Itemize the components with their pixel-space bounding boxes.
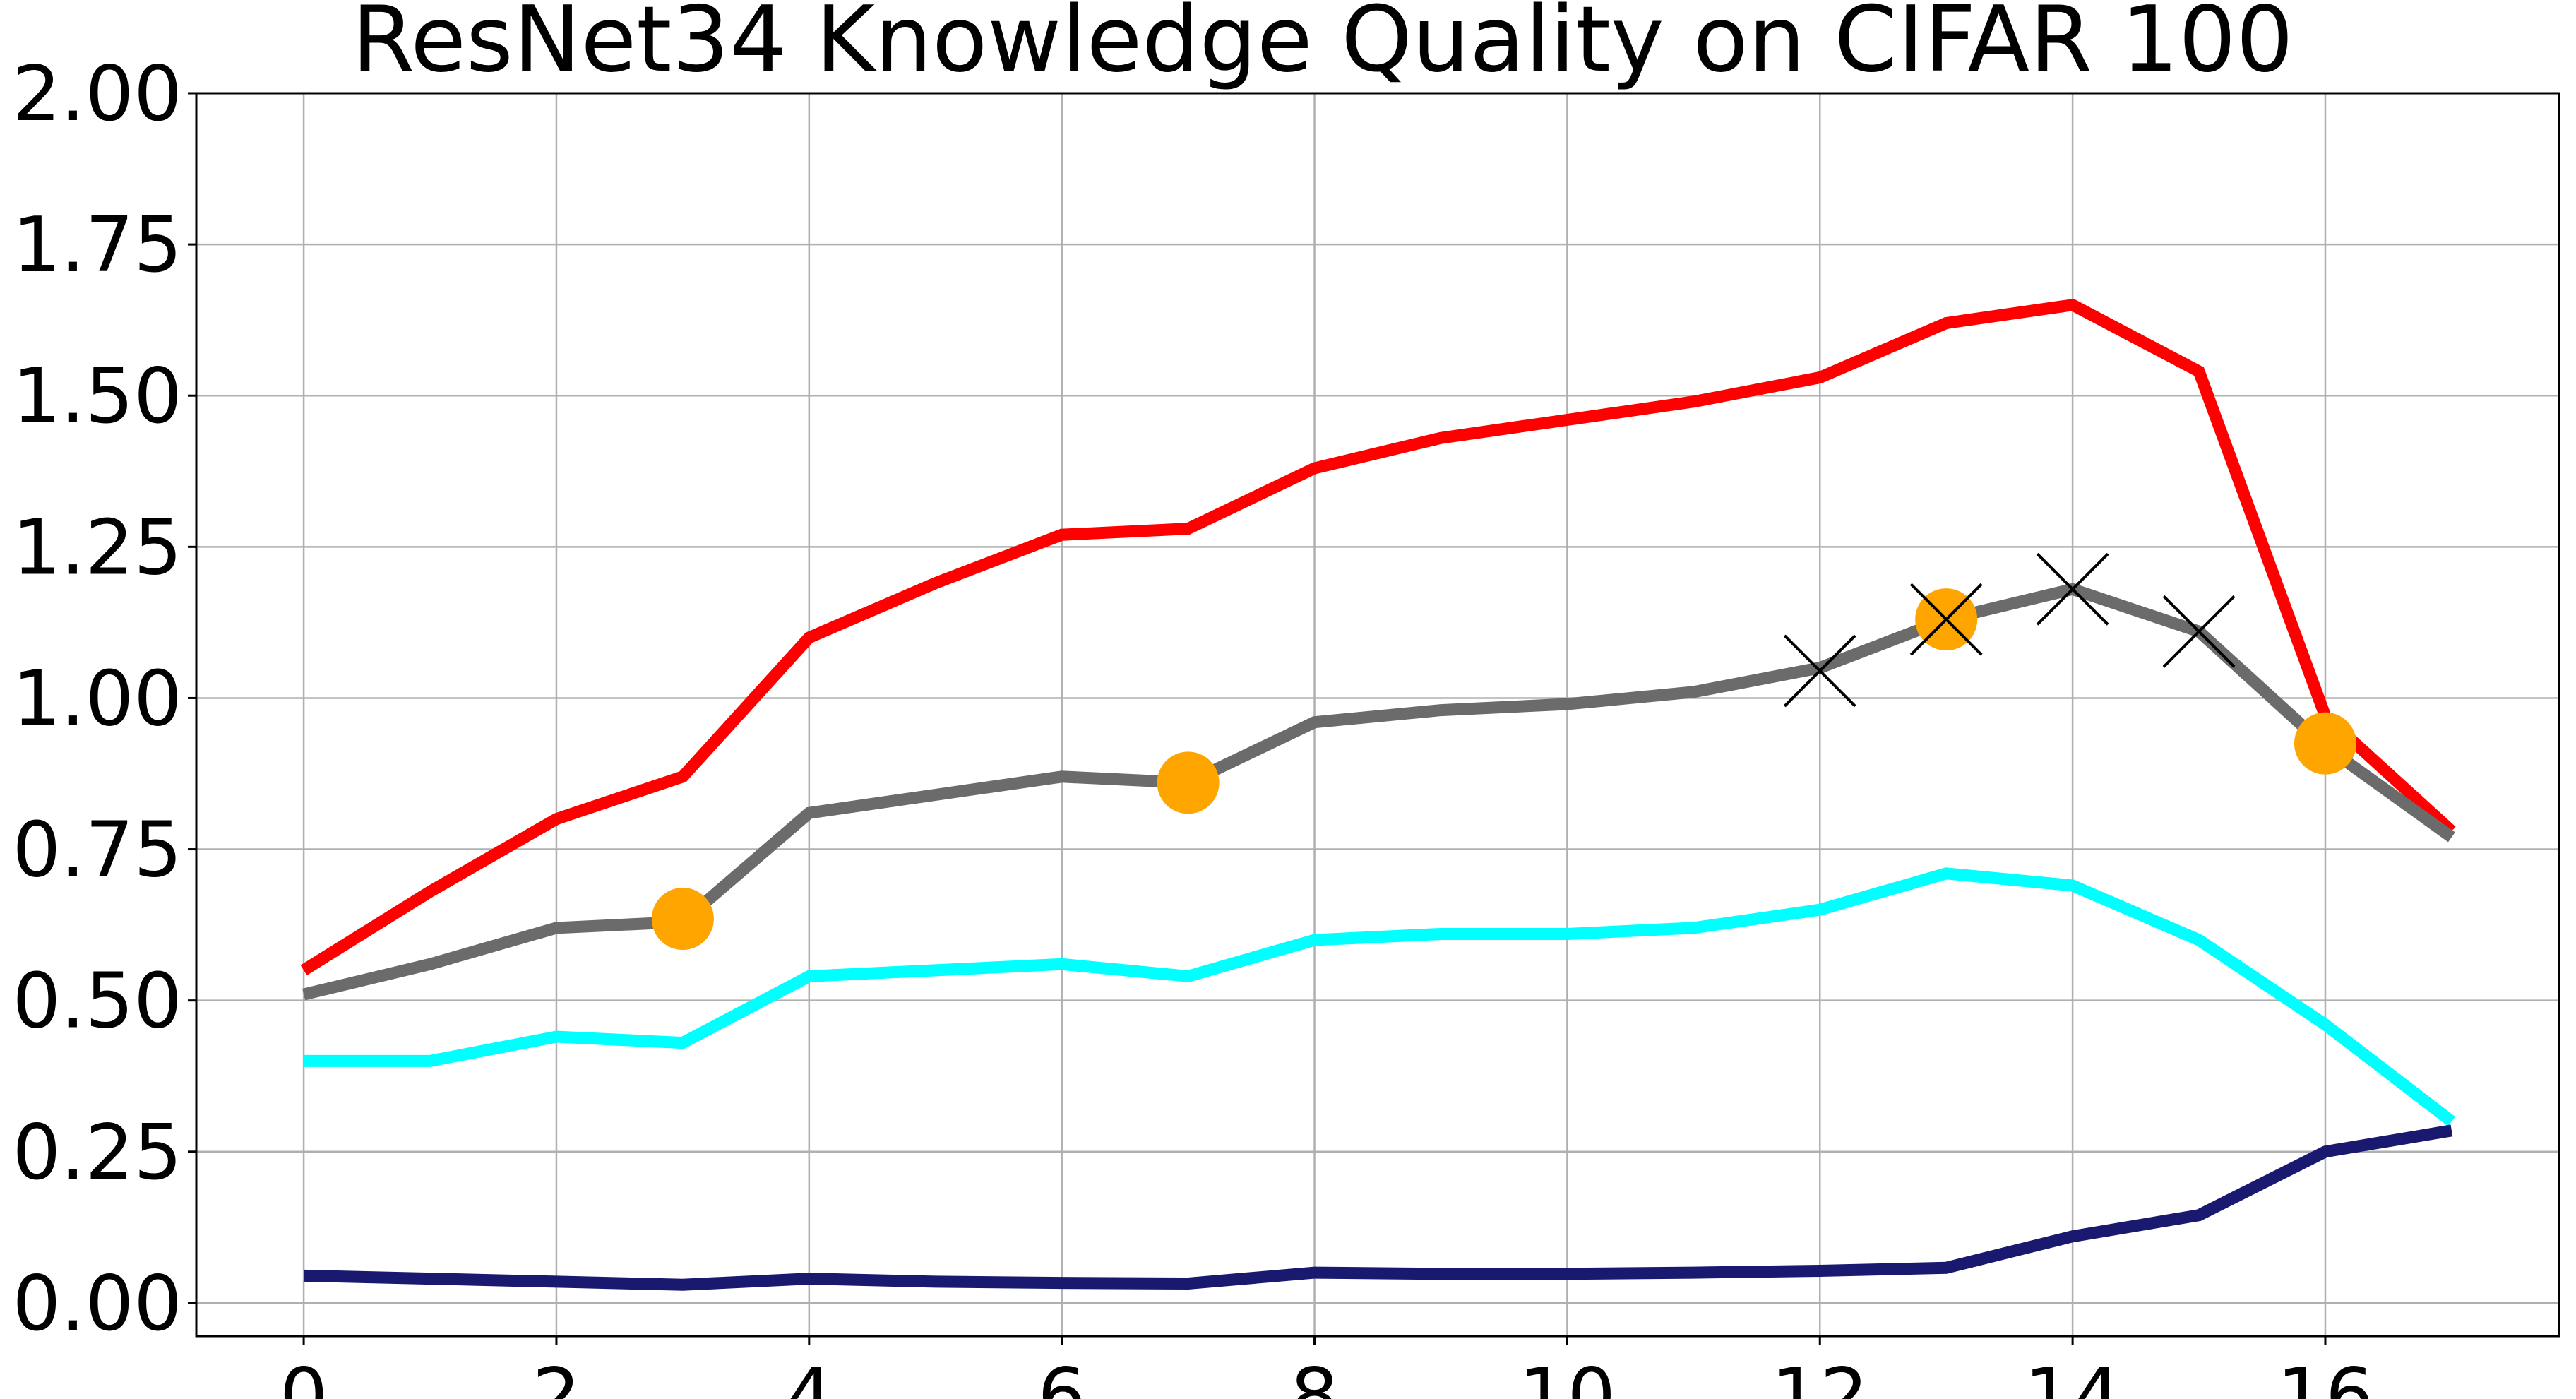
chart-title: ResNet34 Knowledge Quality on CIFAR 100 [352, 0, 2294, 93]
y-tick-label: 0.75 [13, 806, 182, 895]
series-lines [300, 298, 2456, 1291]
circle-marker [1157, 751, 1220, 814]
cross-marker [1909, 583, 1983, 656]
y-tick-label: 1.75 [13, 201, 182, 290]
cross-stroke [1783, 634, 1856, 708]
cross-stroke [1909, 583, 1983, 656]
series-line-4 [303, 1124, 2453, 1291]
x-tick-label: 8 [1290, 1352, 1339, 1399]
x-tick-label: 12 [1772, 1352, 1868, 1399]
plot-frame [195, 92, 2560, 1338]
y-tick-label: 1.25 [13, 504, 182, 592]
series-line-3 [304, 867, 2456, 1126]
y-tick-label: 0.50 [13, 958, 182, 1046]
x-tick-label: 0 [280, 1352, 328, 1399]
cross-marker [2162, 595, 2236, 668]
y-tick-label: 2.00 [13, 50, 182, 138]
y-tick-label: 1.00 [13, 655, 182, 743]
circle-marker [2294, 712, 2356, 775]
y-tick-label: 0.00 [13, 1260, 182, 1348]
cross-stroke [2036, 552, 2109, 626]
circle-marker [651, 888, 714, 951]
cross-stroke [2162, 595, 2236, 668]
y-tick-label: 1.50 [13, 352, 182, 441]
x-tick-label: 2 [532, 1352, 581, 1399]
series-line-1 [300, 298, 2456, 976]
x-tick-label: 16 [2277, 1352, 2373, 1399]
cross-marker [2036, 552, 2109, 626]
x-tick-label: 10 [1519, 1352, 1616, 1399]
tick-labels: 0 2 4 6 8 10 12 14 16 0.00 0.25 0.50 0.75 1.00 1.25 1.5… [13, 50, 2374, 1399]
markers [651, 552, 2356, 951]
x-tick-label: 6 [1037, 1352, 1086, 1399]
cross-marker [1783, 634, 1856, 708]
x-tick-label: 14 [2024, 1352, 2121, 1399]
y-tick-label: 0.25 [13, 1109, 182, 1197]
x-tick-label: 4 [785, 1352, 833, 1399]
